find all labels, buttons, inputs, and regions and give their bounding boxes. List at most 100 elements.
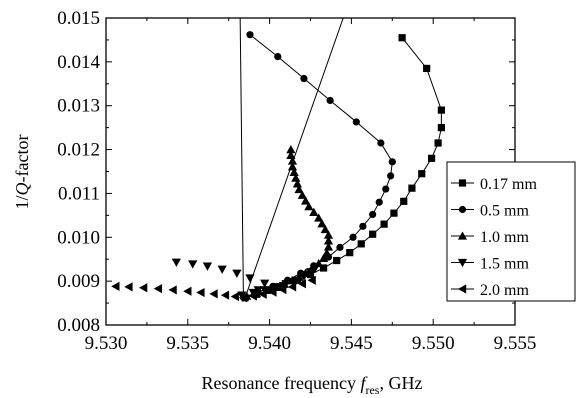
legend-label: 0.17 mm <box>480 176 537 193</box>
data-point <box>319 264 328 272</box>
data-point <box>318 253 329 263</box>
data-point <box>294 184 304 194</box>
legend-box <box>446 161 576 302</box>
data-point <box>314 213 324 222</box>
data-point <box>230 291 239 302</box>
data-point <box>287 282 297 292</box>
data-point <box>292 179 303 188</box>
data-point <box>377 139 385 147</box>
data-point <box>287 156 298 165</box>
data-point <box>323 242 334 251</box>
data-point <box>286 144 296 154</box>
x-tick-label: 9.550 <box>412 333 455 354</box>
data-point <box>111 281 120 292</box>
data-point <box>278 284 287 295</box>
data-point <box>238 293 248 303</box>
series-triangle-left <box>111 275 316 303</box>
data-point <box>260 286 270 295</box>
data-point <box>352 118 360 126</box>
series-square <box>241 18 445 302</box>
y-tick-label: 0.008 <box>57 315 100 336</box>
data-point <box>323 236 334 245</box>
legend-marker <box>457 258 468 268</box>
tick-labels: 9.530 9.535 9.540 9.545 9.550 9.555 0.008 0.009… <box>57 8 536 354</box>
data-point <box>408 184 416 192</box>
series-circle <box>239 18 396 301</box>
data-point <box>320 224 330 234</box>
x-tick-label: 9.545 <box>330 333 373 354</box>
x-tick-label: 9.555 <box>494 333 537 354</box>
data-point <box>369 230 377 238</box>
series-line <box>239 18 393 299</box>
y-tick-label: 0.012 <box>57 140 100 161</box>
data-point <box>305 268 316 277</box>
data-point <box>380 220 388 228</box>
data-point <box>300 196 311 205</box>
y-tick-label: 0.014 <box>57 52 100 73</box>
data-point <box>291 276 301 285</box>
data-point <box>248 291 257 301</box>
data-point <box>281 280 291 289</box>
data-point <box>139 283 148 293</box>
data-point <box>297 279 306 289</box>
data-point <box>266 286 274 294</box>
legend-label: 2.0 mm <box>480 282 529 299</box>
data-point <box>188 260 198 269</box>
data-point <box>323 230 334 239</box>
y-tick-label: 0.009 <box>57 271 100 292</box>
legend-item: 0.17 mm <box>451 176 537 193</box>
data-point <box>349 233 357 241</box>
data-point <box>260 279 270 288</box>
legend-label: 1.0 mm <box>480 229 529 246</box>
legend-label: 1.5 mm <box>480 256 529 273</box>
y-axis-title: 1/Q-factor <box>12 135 32 210</box>
data-point <box>237 291 247 300</box>
data-point <box>286 150 296 159</box>
legend-item: 0.5 mm <box>451 203 529 220</box>
data-point <box>387 172 395 180</box>
data-point <box>202 262 213 271</box>
legend-marker <box>457 231 468 240</box>
data-point <box>310 263 321 273</box>
data-point <box>287 162 298 171</box>
data-point <box>357 240 365 248</box>
data-point <box>300 74 308 83</box>
data-point <box>423 64 431 73</box>
data-point <box>437 124 445 132</box>
data-point <box>322 248 332 257</box>
data-point <box>418 170 426 178</box>
x-axis-title: Resonance frequency fres, GHz <box>202 373 423 397</box>
series-triangle-down <box>171 258 321 300</box>
data-point <box>153 283 163 294</box>
y-tick-label: 0.015 <box>57 8 100 29</box>
data-point <box>307 275 316 285</box>
x-tick-label: 9.535 <box>166 333 209 354</box>
data-point <box>333 256 341 265</box>
data-point <box>183 286 192 296</box>
data-point <box>427 154 436 162</box>
data-point <box>434 139 442 147</box>
legend-marker <box>457 284 467 294</box>
legend: 0.17 mm 0.5 mm 1.0 mm 1.5 mm 2.0 mm <box>446 161 576 302</box>
y-tick-label: 0.010 <box>57 227 100 248</box>
data-point <box>232 269 242 278</box>
data-point <box>196 287 205 298</box>
y-tick-label: 0.011 <box>58 183 100 204</box>
data-point <box>258 289 267 299</box>
y-tick-label: 0.013 <box>57 96 100 117</box>
data-point <box>326 96 334 105</box>
series-line <box>244 18 442 299</box>
series-group <box>111 18 445 303</box>
data-point <box>291 173 301 182</box>
legend-item: 1.0 mm <box>451 229 529 246</box>
data-point <box>171 258 181 267</box>
data-point <box>217 265 227 274</box>
data-point <box>304 201 314 211</box>
data-point <box>297 190 307 199</box>
data-point <box>248 288 258 298</box>
x-tick-label: 9.540 <box>248 333 291 354</box>
data-point <box>209 289 218 299</box>
legend-item: 1.5 mm <box>451 256 529 273</box>
data-point <box>346 249 354 257</box>
